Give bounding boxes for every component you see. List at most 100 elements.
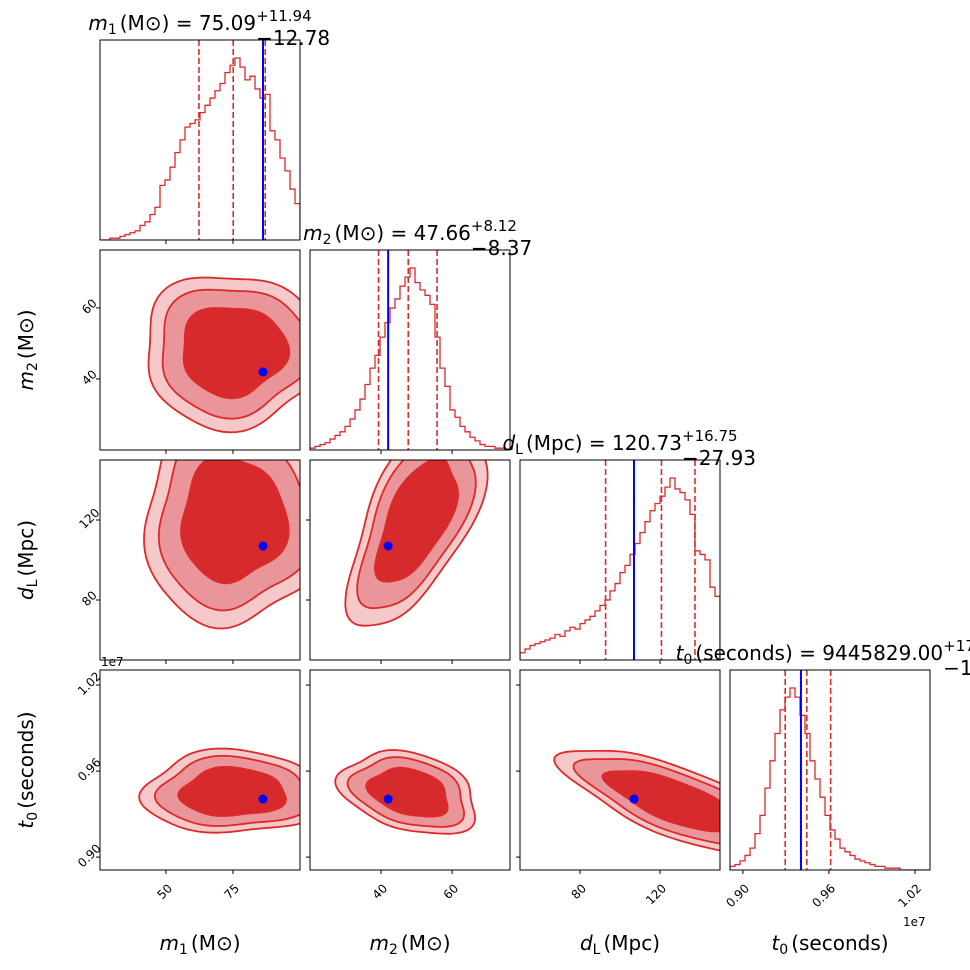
panel-dL-hist: dL (Mpc) = 120.73+16.75−27.93 <box>502 427 756 664</box>
x-tick-label: 0.90 <box>723 881 752 910</box>
x-tick-label: 60 <box>441 881 462 902</box>
label-subscript: L <box>593 942 601 958</box>
label-unit: (Mpc) <box>14 520 38 577</box>
y-axis-label-t0: t0 (seconds) <box>14 711 41 828</box>
panel-frame <box>99 459 301 661</box>
truth-point <box>258 541 268 551</box>
x-axis-label-m1: m1 (M⊙) <box>159 931 240 958</box>
label-symbol: m <box>159 931 178 955</box>
title-value: 75.09 <box>199 11 256 35</box>
panel-m1-vs-dL: 80 120 <box>76 459 301 664</box>
panel-frame <box>99 669 301 871</box>
label-symbol: t <box>14 820 38 829</box>
contour-level-3 <box>601 770 720 833</box>
label-symbol: d <box>14 587 38 600</box>
title-t0: t0(seconds) = 9445829.00+179 <box>676 637 970 668</box>
panel-frame <box>519 459 721 661</box>
label-subscript: 1 <box>179 942 188 958</box>
y-tick-label: 1.02 <box>75 669 104 698</box>
x-axis-label-t0: t0 (seconds) <box>771 931 888 958</box>
x-tick-label: 0.96 <box>809 881 838 910</box>
title-subscript: 2 <box>323 232 332 248</box>
title-lower-error: −27.93 <box>682 446 756 470</box>
label-symbol: d <box>580 931 593 955</box>
contour-level-3 <box>180 460 290 585</box>
title-value: 47.66 <box>414 221 471 245</box>
title-upper-error: +8.12 <box>471 217 517 235</box>
label-subscript: 2 <box>389 942 398 958</box>
truth-point <box>383 541 393 551</box>
truth-point <box>258 367 268 377</box>
y-tick-label: 120 <box>76 506 102 532</box>
title-unit: (seconds) <box>695 641 792 665</box>
truth-point <box>258 794 268 804</box>
x-tick-label: 40 <box>370 881 391 902</box>
title-value: 9445829.00 <box>822 641 943 665</box>
histogram-m2 <box>310 267 510 450</box>
label-unit: (seconds) <box>791 931 888 955</box>
title-subscript: 1 <box>108 22 117 38</box>
panel-frame <box>99 39 301 241</box>
x-tick-label: 1.02 <box>895 881 924 910</box>
label-subscript: 0 <box>779 942 788 958</box>
y-tick-label: 0.90 <box>75 841 104 870</box>
truth-point <box>629 794 639 804</box>
y-tick-label: 40 <box>79 367 100 388</box>
histogram-dL <box>520 477 720 660</box>
title-equals: = <box>793 641 822 665</box>
title-symbol: m <box>88 11 107 35</box>
panel-frame <box>99 249 301 451</box>
y-tick-label: 80 <box>79 588 100 609</box>
title-symbol: m <box>303 221 322 245</box>
title-subscript: L <box>515 442 523 458</box>
contour-level-3 <box>374 460 459 583</box>
title-symbol: d <box>502 431 515 455</box>
label-subscript: L <box>25 579 41 587</box>
title-equals: = <box>384 221 413 245</box>
y-tick-label: 0.96 <box>75 755 104 784</box>
y-axis-label-m2: m2 (M⊙) <box>14 309 41 390</box>
panel-t0-hist: t0(seconds) = 9445829.00+179−151 0.90 0.96… <box>676 637 970 910</box>
x-offset-label: 1e7 <box>903 915 926 929</box>
title-equals: = <box>169 11 198 35</box>
title-lower-error: −12.78 <box>256 26 330 50</box>
title-subscript: 0 <box>683 652 692 668</box>
title-m1: m1 (M⊙) = 75.09+11.94 <box>88 7 311 38</box>
y-offset-label: 1e7 <box>101 655 124 669</box>
y-tick-label: 60 <box>79 296 100 317</box>
panel-frame <box>309 669 511 871</box>
x-tick-label: 50 <box>154 881 175 902</box>
title-dL: dL (Mpc) = 120.73+16.75 <box>502 427 737 458</box>
title-unit: (Mpc) <box>526 431 583 455</box>
title-upper-error: +179 <box>943 637 970 655</box>
panel-frame <box>729 669 931 871</box>
panel-m2-vs-t0: 40 60 <box>306 669 511 902</box>
title-unit: (M⊙) <box>120 11 170 35</box>
panel-m1-vs-t0: 50 75 0.90 0.96 1.02 <box>75 669 301 902</box>
contour-level-3 <box>365 766 449 818</box>
x-axis-label-m2: m2 (M⊙) <box>369 931 450 958</box>
title-unit: (M⊙) <box>335 221 385 245</box>
x-tick-label: 120 <box>643 881 669 907</box>
title-lower-error: −8.37 <box>471 236 532 260</box>
label-subscript: 2 <box>25 362 41 371</box>
title-m2: m2 (M⊙) = 47.66+8.12 <box>303 217 517 248</box>
y-axis-label-dL: dL (Mpc) <box>14 520 41 600</box>
label-unit: (seconds) <box>14 711 38 808</box>
label-unit: (M⊙) <box>14 309 38 359</box>
label-subscript: 0 <box>25 812 41 821</box>
x-tick-label: 75 <box>221 881 242 902</box>
panel-frame <box>309 249 511 451</box>
title-lower-error: −151 <box>943 656 970 680</box>
panel-m2-hist: m2 (M⊙) = 47.66+8.12−8.37 <box>303 217 532 454</box>
x-tick-label: 80 <box>568 881 589 902</box>
panel-frame <box>309 459 511 661</box>
histogram-m1 <box>100 57 300 240</box>
label-unit: (Mpc) <box>603 931 660 955</box>
title-upper-error: +16.75 <box>682 427 738 445</box>
label-unit: (M⊙) <box>401 931 451 955</box>
label-symbol: m <box>369 931 388 955</box>
label-unit: (M⊙) <box>191 931 241 955</box>
title-equals: = <box>583 431 612 455</box>
